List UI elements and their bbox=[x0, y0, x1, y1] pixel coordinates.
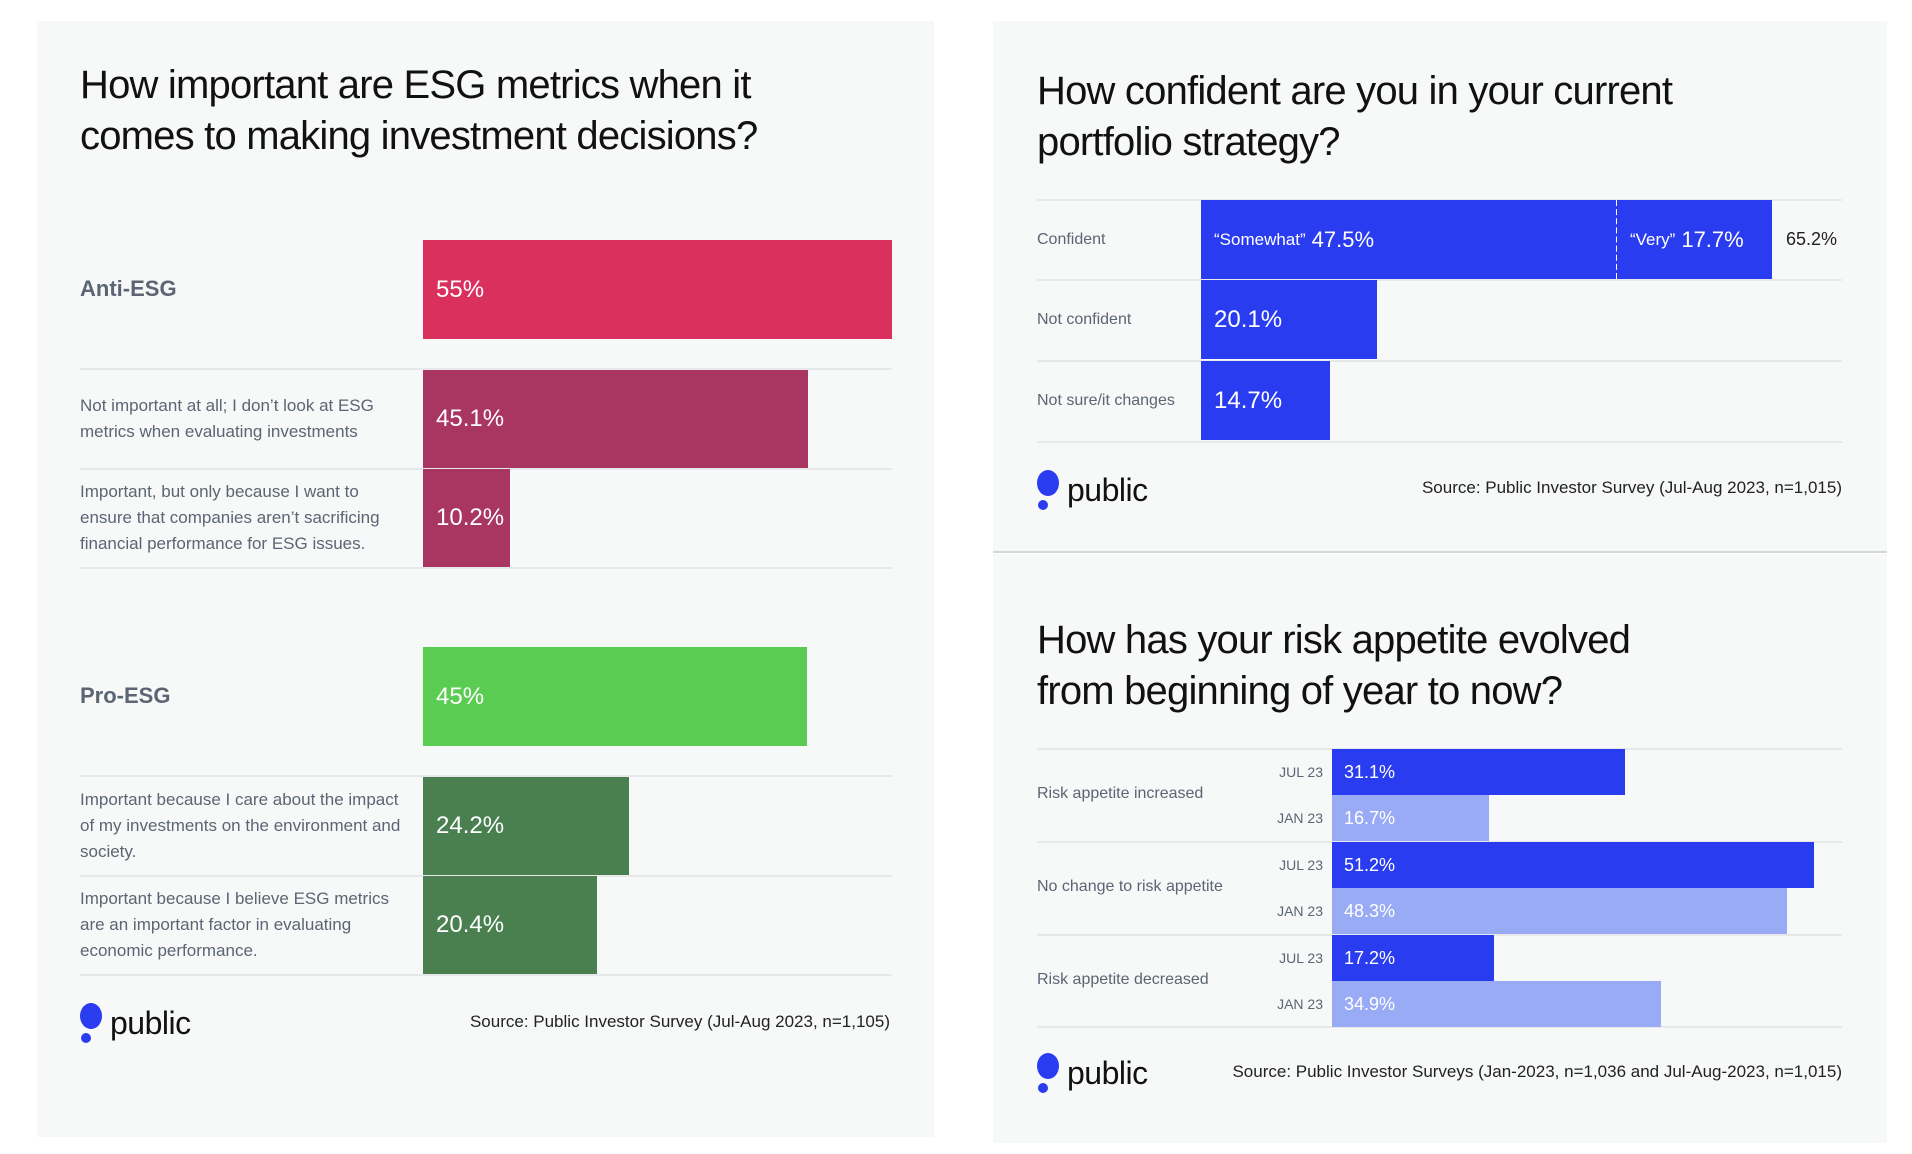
public-logo: public bbox=[1037, 1053, 1148, 1093]
row-label: Not confident bbox=[1037, 311, 1132, 328]
esg-source: Source: Public Investor Survey (Jul-Aug … bbox=[469, 1012, 890, 1031]
confidence-source: Source: Public Investor Survey (Jul-Aug … bbox=[1421, 478, 1842, 497]
item-label: Not important at all; I don’t look at ES… bbox=[80, 396, 374, 441]
segment-bar: “Very” 17.7% bbox=[1616, 200, 1772, 279]
logo-wordmark: public bbox=[110, 1004, 191, 1041]
item-label: Important, but only because I want to en… bbox=[80, 482, 380, 553]
row-divider bbox=[80, 368, 892, 370]
esg-title: How important are ESG metrics when it co… bbox=[80, 63, 758, 158]
row-divider bbox=[1037, 279, 1842, 281]
group-label: Pro-ESG bbox=[80, 683, 171, 708]
item-label: Important because I care about the impac… bbox=[80, 790, 401, 861]
row-bar: 20.1% bbox=[1201, 280, 1378, 359]
series-label: JAN 23 bbox=[1277, 810, 1323, 826]
series-label: JUL 23 bbox=[1279, 857, 1323, 873]
confidence-title: How confident are you in your current po… bbox=[1037, 69, 1673, 164]
row-label: Not sure/it changes bbox=[1037, 392, 1175, 409]
group-label: Anti-ESG bbox=[80, 276, 177, 301]
segment-value: 47.5% bbox=[1311, 226, 1375, 252]
row-divider bbox=[1037, 1026, 1842, 1028]
group-bar: 45% bbox=[423, 647, 807, 746]
series-bar: 16.7% bbox=[1332, 795, 1490, 841]
logo-wordmark: public bbox=[1067, 471, 1148, 508]
row-divider bbox=[80, 567, 892, 569]
series-label: JAN 23 bbox=[1277, 903, 1323, 919]
segment-name: “Somewhat” bbox=[1214, 229, 1306, 249]
series-bar: 34.9% bbox=[1332, 981, 1661, 1027]
segment-name: “Very” bbox=[1629, 229, 1676, 249]
row-label: No change to risk appetite bbox=[1037, 878, 1223, 895]
risk-source: Source: Public Investor Surveys (Jan-202… bbox=[1232, 1062, 1842, 1081]
series-bar: 17.2% bbox=[1332, 935, 1494, 981]
item-bar: 10.2% bbox=[423, 469, 510, 567]
series-bar: 48.3% bbox=[1332, 888, 1787, 934]
row-bar: 14.7% bbox=[1201, 361, 1330, 440]
segment-value: 17.7% bbox=[1681, 226, 1744, 252]
logo-wordmark: public bbox=[1067, 1054, 1148, 1091]
row-divider bbox=[1037, 360, 1842, 362]
total-label: 65.2% bbox=[1786, 229, 1838, 249]
confidence-panel bbox=[993, 21, 1887, 551]
row-label: Risk appetite increased bbox=[1037, 785, 1204, 802]
public-logo: public bbox=[1037, 470, 1148, 510]
row-divider bbox=[80, 974, 892, 976]
item-bar: 20.4% bbox=[423, 876, 597, 974]
logo-dots-icon bbox=[1037, 470, 1059, 510]
segment-bar: “Somewhat” 47.5% bbox=[1201, 200, 1617, 279]
group-bar: 55% bbox=[423, 240, 892, 339]
logo-dots-icon bbox=[1037, 1053, 1059, 1093]
logo-dots-icon bbox=[80, 1003, 102, 1043]
item-label: Important because I believe ESG metrics … bbox=[80, 889, 389, 960]
row-divider bbox=[80, 775, 892, 777]
item-bar: 45.1% bbox=[423, 370, 808, 468]
series-label: JUL 23 bbox=[1279, 764, 1323, 780]
series-label: JAN 23 bbox=[1277, 996, 1323, 1012]
series-label: JUL 23 bbox=[1279, 950, 1323, 966]
row-label: Risk appetite decreased bbox=[1037, 971, 1209, 988]
series-bar: 51.2% bbox=[1332, 842, 1814, 888]
risk-title: How has your risk appetite evolved from … bbox=[1037, 618, 1631, 713]
item-bar: 24.2% bbox=[423, 777, 630, 875]
series-bar: 31.1% bbox=[1332, 749, 1625, 795]
row-divider bbox=[1037, 441, 1842, 443]
public-logo: public bbox=[80, 1003, 191, 1043]
panel-divider bbox=[993, 551, 1887, 553]
row-label: Confident bbox=[1037, 231, 1106, 248]
